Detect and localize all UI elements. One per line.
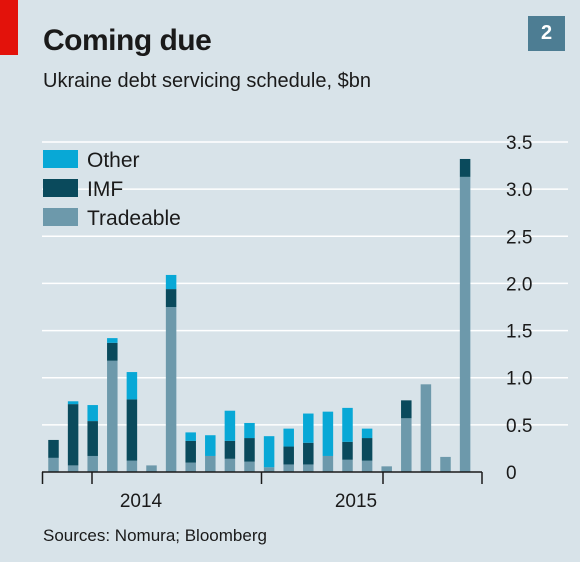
bar-segment-tradeable [283,464,294,472]
chart-subtitle: Ukraine debt servicing schedule, $bn [43,70,371,92]
bar-segment-tradeable [126,460,138,472]
bar-segment-imf [165,289,177,307]
bar-segment-imf [185,440,196,463]
x-tick-labels: 2014 2015 [120,491,377,512]
bar-segment-other [165,274,177,290]
bar-segment-other [244,422,255,439]
bar-segment-imf [459,158,471,177]
bars [48,158,471,472]
bar-segment-tradeable [322,455,334,472]
bar-segment-imf [224,440,236,459]
bar-segment-other [303,413,314,443]
bar-segment-other [224,410,236,441]
bar-segment-tradeable [244,461,255,472]
bar-segment-imf [48,439,59,458]
axes [41,471,483,484]
y-tick-label: 1.0 [506,369,532,390]
bar-segment-tradeable [342,459,353,472]
bar-segment-tradeable [440,456,451,472]
bar-segment-imf [126,399,138,461]
bar-segment-tradeable [263,467,275,472]
bar-segment-tradeable [420,384,432,472]
bar-segment-other [126,372,138,400]
y-tick-label: 0 [506,463,517,484]
x-tick-label: 2015 [335,491,377,512]
y-tick-label: 2.0 [506,274,532,295]
y-tick-label: 1.5 [506,322,532,343]
bar-segment-tradeable [48,457,59,472]
legend-swatch-imf [43,179,78,197]
bar-segment-imf [303,442,314,465]
source-note: Sources: Nomura; Bloomberg [43,526,267,545]
y-tick-labels: 0 0.5 1.0 1.5 2.0 2.5 3.0 3.5 [506,133,532,484]
bar-segment-tradeable [224,458,236,472]
bar-segment-tradeable [401,418,412,472]
legend-label-other: Other [87,149,140,172]
bar-segment-other [322,411,334,456]
legend: Other IMF Tradeable [43,149,181,230]
bar-segment-imf [342,441,353,460]
bar-segment-tradeable [67,465,79,472]
legend-label-imf: IMF [87,178,123,201]
bar-segment-tradeable [165,307,177,472]
bar-segment-imf [67,404,79,466]
bar-segment-tradeable [146,465,157,472]
legend-swatch-other [43,150,78,168]
bar-segment-tradeable [361,460,373,472]
y-tick-label: 2.5 [506,227,532,248]
brand-red-tab [0,0,18,55]
bar-segment-other [67,401,79,405]
bar-segment-tradeable [185,462,196,472]
chart-number-badge: 2 [528,16,565,51]
bar-segment-other [185,432,196,441]
bar-segment-other [87,405,98,422]
bar-segment-imf [107,342,118,361]
bar-segment-other [107,338,118,343]
chart-title: Coming due [43,24,212,57]
y-tick-label: 3.0 [506,180,532,201]
bar-segment-imf [87,421,98,456]
bar-segment-tradeable [459,176,471,472]
bar-segment-imf [401,400,412,419]
y-tick-label: 3.5 [506,133,532,154]
bar-segment-imf [283,446,294,465]
bar-segment-tradeable [87,455,98,472]
legend-swatch-tradeable [43,208,78,226]
bar-segment-tradeable [381,466,392,472]
y-tick-label: 0.5 [506,416,532,437]
bar-segment-other [283,428,294,447]
bar-segment-imf [244,438,255,462]
legend-label-tradeable: Tradeable [87,207,181,230]
bar-segment-other [342,407,353,442]
bar-segment-other [361,428,373,439]
bar-segment-tradeable [107,360,118,472]
bar-segment-imf [361,438,373,461]
bar-segment-tradeable [205,455,216,472]
bar-segment-other [263,436,275,468]
bar-segment-other [205,435,216,456]
x-tick-label: 2014 [120,491,163,512]
bar-segment-tradeable [303,464,314,472]
